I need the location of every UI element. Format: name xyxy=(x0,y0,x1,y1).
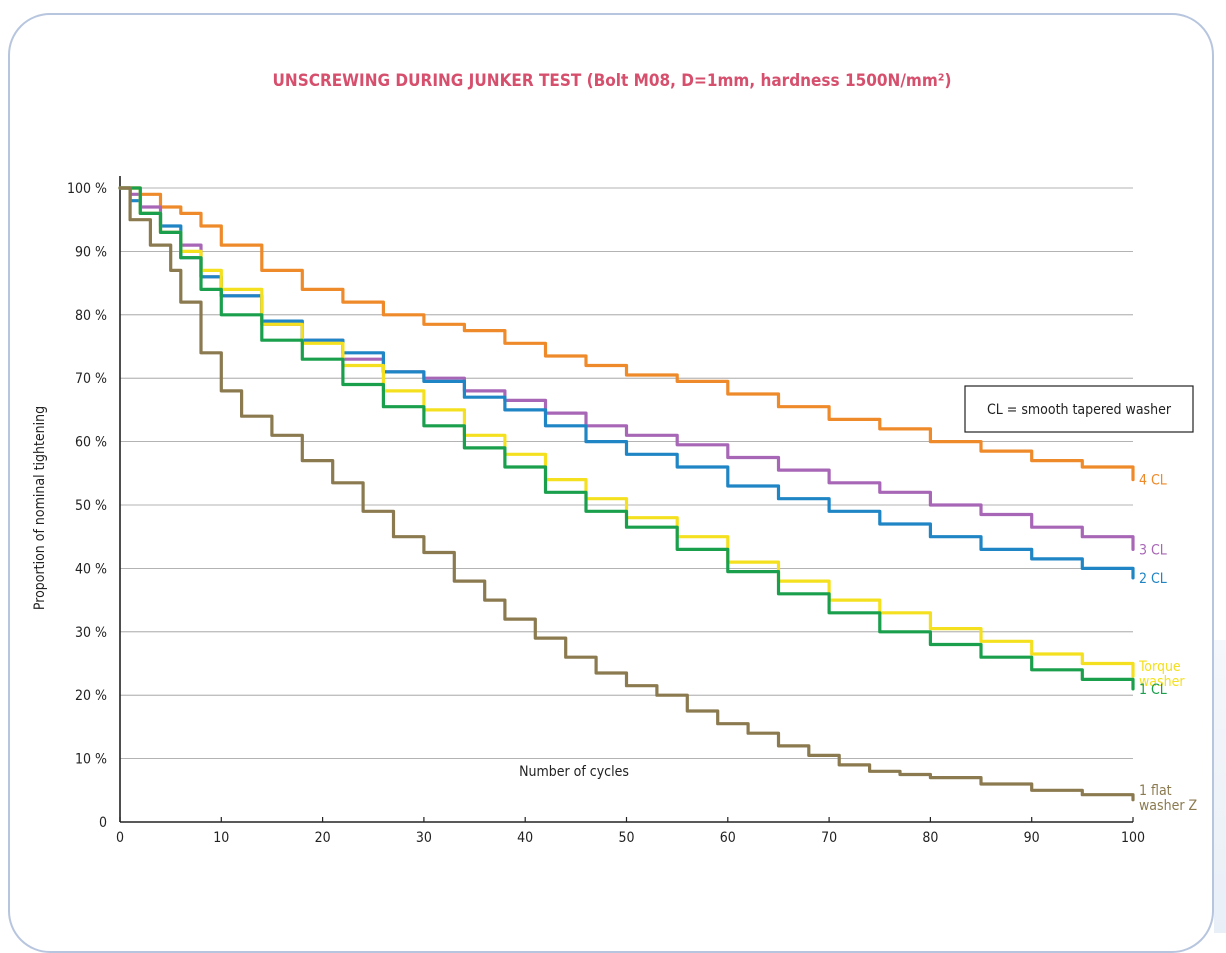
y-tick-label: 90 % xyxy=(75,244,107,260)
series-label-4-cl: 4 CL xyxy=(1139,473,1167,489)
series-line-1-flat-washer-z xyxy=(120,188,1133,800)
legend-note-text: CL = smooth tapered washer xyxy=(987,402,1172,418)
y-tick-label: 60 % xyxy=(75,435,107,451)
x-tick-label: 10 xyxy=(213,830,229,846)
series-line-1-cl xyxy=(120,188,1133,689)
legend-note: CL = smooth tapered washer xyxy=(965,386,1193,432)
series-label-2-cl: 2 CL xyxy=(1139,571,1167,587)
series-label-3-cl: 3 CL xyxy=(1139,542,1167,558)
x-tick-label: 60 xyxy=(720,830,736,846)
y-tick-label: 0 xyxy=(99,815,107,831)
x-tick-label: 50 xyxy=(618,830,634,846)
x-axis-label: Number of cycles xyxy=(519,764,629,780)
chart-canvas: UNSCREWING DURING JUNKER TEST (Bolt M08,… xyxy=(0,0,1226,933)
x-tick-label: 90 xyxy=(1024,830,1040,846)
y-axis-label: Proportion of nominal tightening xyxy=(32,406,48,610)
x-tick-label: 100 xyxy=(1121,830,1145,846)
y-tick-label: 30 % xyxy=(75,625,107,641)
series-label-1-cl: 1 CL xyxy=(1139,682,1167,698)
x-tick-label: 70 xyxy=(821,830,837,846)
y-tick-label: 70 % xyxy=(75,371,107,387)
y-tick-label: 20 % xyxy=(75,688,107,704)
x-tick-label: 0 xyxy=(116,830,124,846)
y-tick-labels: 0 10 % 20 % 30 % 40 % 50 % 60 % 70 % 80 % 90 % 100… xyxy=(67,181,107,831)
y-tick-label: 10 % xyxy=(75,752,107,768)
x-tick-label: 40 xyxy=(517,830,533,846)
x-tick-label: 80 xyxy=(922,830,938,846)
x-tick-labels: 0 10 20 30 40 50 60 70 80 90 100 xyxy=(116,830,1145,846)
y-tick-label: 80 % xyxy=(75,308,107,324)
x-tick-label: 20 xyxy=(315,830,331,846)
y-tick-label: 50 % xyxy=(75,498,107,514)
x-tick-label: 30 xyxy=(416,830,432,846)
y-tick-label: 40 % xyxy=(75,561,107,577)
chart-title: UNSCREWING DURING JUNKER TEST (Bolt M08,… xyxy=(273,71,952,91)
y-tick-label: 100 % xyxy=(67,181,107,197)
series-lines xyxy=(120,188,1133,800)
